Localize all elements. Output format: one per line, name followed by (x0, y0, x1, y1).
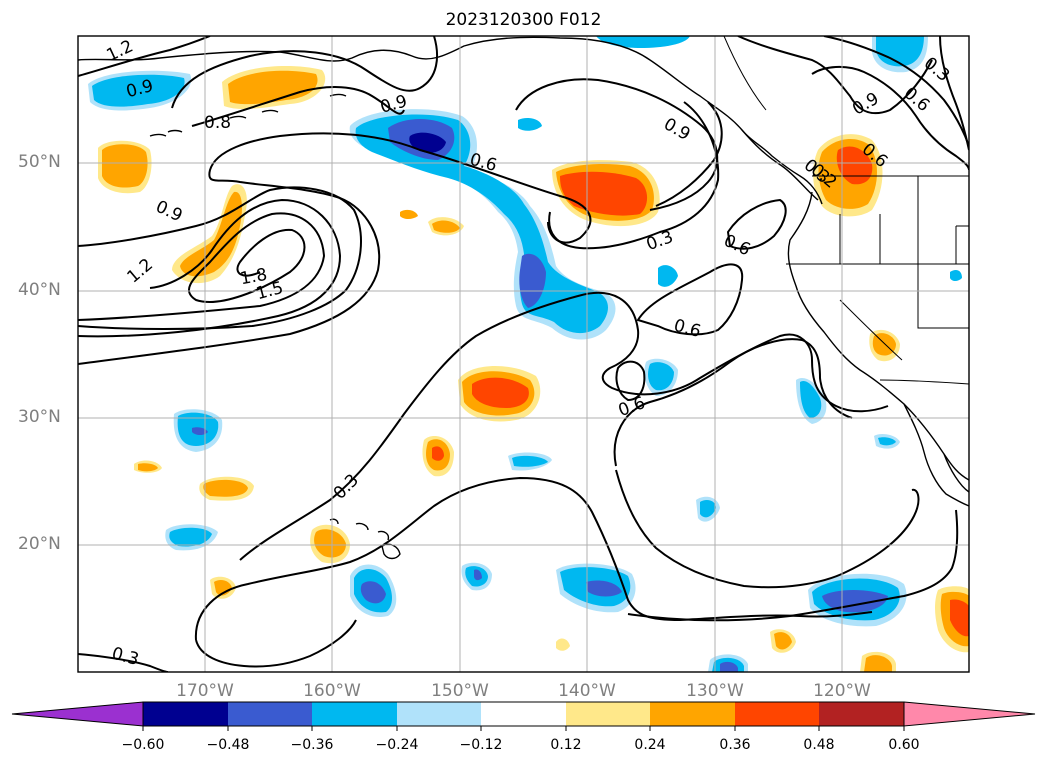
colorbar-tick-label: 0.48 (803, 737, 835, 753)
contour-line-low-1 (78, 212, 326, 321)
colorbar-extend-low (11, 701, 144, 727)
colorbar-segment (481, 702, 566, 726)
colorbar (11, 701, 1036, 731)
negative-anomaly-regions (88, 36, 962, 672)
aleutian-islands (149, 93, 347, 137)
colorbar-tick-marks (142, 726, 905, 731)
coastline-us-west (787, 191, 969, 481)
colorbar-extend-high (903, 701, 1036, 727)
colorbar-segment (312, 702, 397, 726)
colorbar-tick-label: −0.60 (121, 737, 165, 753)
colorbar-segment (143, 702, 228, 726)
colorbar-segment (735, 702, 819, 726)
colorbar-segment (650, 702, 735, 726)
latitude-label: 50°N (18, 152, 61, 172)
colorbar-tick-label: −0.12 (459, 737, 503, 753)
map-background (78, 36, 969, 672)
gridlines (78, 36, 969, 672)
colorbar-segment (228, 702, 312, 726)
longitude-label: 130°W (686, 681, 744, 701)
latitude-label: 20°N (18, 534, 61, 554)
colorbar-tick-label: 0.12 (550, 737, 582, 753)
colorbar-tick-label: −0.24 (375, 737, 419, 753)
coastline-bc (741, 129, 823, 205)
longitude-label: 120°W (813, 681, 871, 701)
hawaii-islands (329, 518, 401, 560)
longitude-label: 150°W (431, 681, 489, 701)
coastlines (78, 36, 969, 560)
colorbar-tick-label: 0.36 (719, 737, 751, 753)
political-borders (723, 36, 969, 385)
colorbar-segment (566, 702, 650, 726)
border-states-5 (839, 299, 903, 361)
coastline-mexico (943, 453, 969, 493)
contour-label: 0.8 (204, 113, 231, 133)
colorbar-tick-label: 0.60 (888, 737, 920, 753)
longitude-label: 170°W (176, 681, 234, 701)
colorbar-frame (142, 701, 905, 727)
longitude-label: 140°W (558, 681, 616, 701)
colorbar-tick-label: 0.24 (634, 737, 666, 753)
plot-title: 2023120300 F012 (445, 10, 602, 30)
contour-lines (78, 36, 969, 672)
border-us-mexico (879, 379, 969, 385)
border-alaska-canada (723, 36, 767, 111)
contour-label: 1.8 (239, 265, 269, 289)
border-states-4 (917, 176, 969, 329)
map-frame (77, 35, 970, 673)
colorbar-tick-label: −0.36 (290, 737, 334, 753)
colorbar-segment (819, 702, 904, 726)
longitude-label: 160°W (303, 681, 361, 701)
colorbar-tick-label: −0.48 (206, 737, 250, 753)
positive-anomaly-regions (98, 66, 969, 672)
colorbar-segment (397, 702, 481, 726)
latitude-label: 30°N (18, 407, 61, 427)
latitude-label: 40°N (18, 280, 61, 300)
coastline-baja (903, 403, 969, 507)
